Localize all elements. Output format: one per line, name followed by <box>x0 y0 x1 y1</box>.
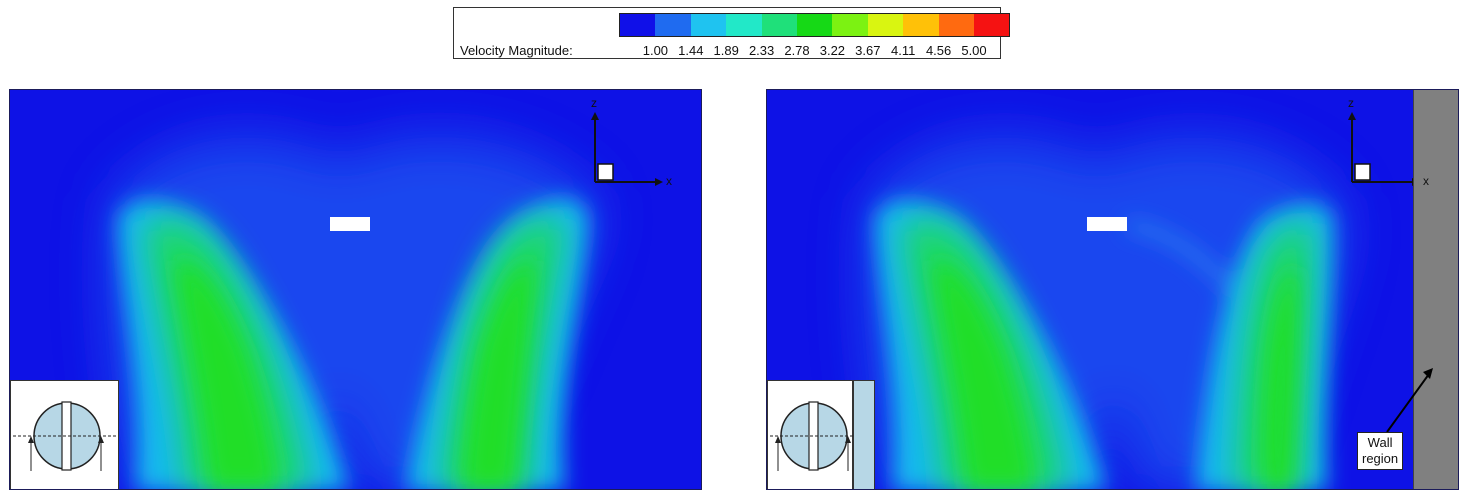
legend-tick-label: 3.22 <box>819 43 846 58</box>
legend-tick-label: 1.00 <box>642 43 669 58</box>
legend-swatch <box>655 14 691 36</box>
flow-panel-left: z x <box>9 89 702 490</box>
legend-swatch <box>726 14 762 36</box>
legend-swatch <box>690 14 727 36</box>
color-scale-bar <box>619 13 1011 37</box>
legend-swatch <box>620 14 656 36</box>
cylinder-schematic-icon <box>13 401 118 471</box>
cylinder-schematic-icon <box>770 401 854 471</box>
legend-label: Velocity Magnitude: <box>460 43 573 58</box>
legend-swatch <box>796 14 833 36</box>
legend-tick-label: 3.67 <box>855 43 881 58</box>
inset-schematic-left <box>10 380 119 489</box>
legend-swatch <box>867 14 904 36</box>
inset-wall-box <box>853 380 875 489</box>
legend-tick-label: 2.78 <box>784 43 810 58</box>
body-rectangle-right <box>1087 217 1127 231</box>
legend-tick-label: 5.00 <box>961 43 987 58</box>
inset-schematic-right <box>767 380 854 489</box>
body-rectangle-left <box>330 217 370 231</box>
legend-swatch <box>832 14 868 36</box>
legend-swatch <box>761 14 797 36</box>
legend-tick-label: 1.44 <box>678 43 704 58</box>
velocity-legend: Velocity Magnitude: 1.00 1.44 1.89 2.33 2.78… <box>453 7 1011 59</box>
wall-arrow-icon <box>1386 368 1433 433</box>
flow-panel-right: z x Wall region <box>766 89 1459 490</box>
velocity-contour-right <box>767 90 1458 489</box>
legend-swatch <box>938 14 974 36</box>
legend-swatch <box>973 14 1010 36</box>
wall-region <box>1413 90 1458 489</box>
wall-region-label: Wall region <box>1357 432 1404 470</box>
legend-swatch <box>903 14 939 36</box>
axis-z-label: z <box>591 96 597 110</box>
legend-tick-label: 2.33 <box>748 43 775 58</box>
velocity-contour-left <box>10 90 701 489</box>
legend-tick-label: 1.89 <box>713 43 739 58</box>
legend-tick-label: 4.56 <box>925 43 952 58</box>
legend-tick-label: 4.11 <box>891 43 916 58</box>
axis-x-label: x <box>666 174 672 188</box>
axis-x-label: x <box>1423 174 1429 188</box>
axis-z-label: z <box>1348 96 1354 110</box>
